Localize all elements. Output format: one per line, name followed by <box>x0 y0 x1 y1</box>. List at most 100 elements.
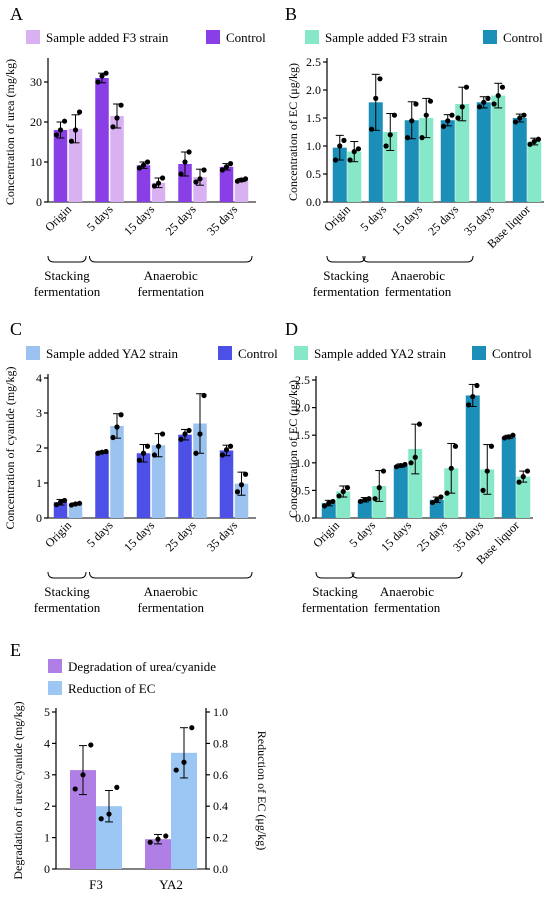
y-tick-label: 1.0 <box>295 456 310 470</box>
error-bar <box>180 727 188 779</box>
data-point <box>95 450 101 456</box>
data-point <box>72 501 79 507</box>
legend: Sample added F3 strain Control <box>305 30 543 45</box>
y-tick-label: 0.5 <box>306 167 321 181</box>
data-point <box>182 431 188 437</box>
data-point <box>80 772 86 778</box>
data-point <box>377 76 383 82</box>
group-label: fermentation <box>302 600 369 615</box>
y-tick-label: 1 <box>36 476 42 490</box>
data-point <box>402 461 408 468</box>
panel-label: C <box>10 319 22 339</box>
group-brace <box>351 571 463 579</box>
data-point <box>438 494 444 500</box>
x-tick-label: 5 days <box>357 202 389 234</box>
data-point <box>429 499 436 506</box>
data-point <box>340 488 346 495</box>
panel-label: D <box>285 319 298 339</box>
bar <box>501 436 516 518</box>
data-point <box>516 479 522 485</box>
data-point <box>227 161 234 167</box>
data-point <box>68 502 75 508</box>
group-label: fermentation <box>138 600 205 615</box>
y-axis-label: Concentration of EC (μg/kg) <box>286 63 300 201</box>
data-point <box>398 462 404 469</box>
data-point <box>61 118 68 124</box>
data-point <box>337 143 343 149</box>
x-tick-label: 25 days <box>163 202 199 238</box>
data-point <box>527 141 533 147</box>
legend-swatch <box>472 346 486 360</box>
group-brackets <box>326 255 474 263</box>
data-point <box>76 109 83 115</box>
data-point <box>223 447 230 453</box>
data-point <box>495 93 501 99</box>
data-point <box>376 485 382 491</box>
data-point <box>440 123 447 129</box>
bar <box>95 452 109 518</box>
group-brace <box>362 255 474 263</box>
bar <box>136 165 151 202</box>
y2-tick-label: 0.4 <box>213 799 228 813</box>
bar <box>527 141 542 202</box>
data-point <box>531 138 537 145</box>
group-label: fermentation <box>374 600 441 615</box>
data-point <box>234 489 241 495</box>
y2-tick-label: 0.2 <box>213 831 228 845</box>
y-tick-label: 2.0 <box>306 83 321 97</box>
data-point <box>470 393 476 400</box>
data-point <box>351 149 357 155</box>
data-point <box>147 839 153 845</box>
x-tick-label: 15 days <box>121 518 157 554</box>
data-point <box>186 427 192 434</box>
y-tick-label: 1.5 <box>295 428 310 442</box>
group-label: Anaerobic <box>144 268 198 283</box>
x-tick-label: 25 days <box>163 518 199 554</box>
data-point <box>88 742 94 748</box>
bar <box>219 166 234 202</box>
group-label: Stacking <box>323 268 369 283</box>
data-point <box>480 487 486 493</box>
data-point <box>408 460 414 466</box>
data-point <box>321 503 328 509</box>
data-point <box>419 135 425 141</box>
data-point <box>347 157 353 163</box>
data-point <box>336 493 342 499</box>
bar <box>404 120 419 202</box>
y-tick-label: 1.5 <box>306 111 321 125</box>
data-point <box>219 167 226 173</box>
y-axis <box>44 374 49 519</box>
y2-tick-label: 1.0 <box>213 705 228 719</box>
legend-swatch <box>48 681 62 695</box>
legend-entry: Sample added F3 strain <box>325 30 448 45</box>
x-tick-label: 5 days <box>84 202 116 234</box>
group-label: fermentation <box>313 284 380 299</box>
y-axis <box>44 58 49 203</box>
data-point <box>434 497 440 503</box>
bar <box>53 130 68 202</box>
legend-entry: Sample added F3 strain <box>46 30 169 45</box>
legend-swatch <box>26 346 40 360</box>
legend-entry: Control <box>503 30 543 45</box>
data-point <box>524 468 531 474</box>
panel-d: D Sample added YA2 strain Control 0.0 0.5 1.0… <box>285 319 533 615</box>
data-point <box>182 159 188 165</box>
data-point <box>409 118 415 124</box>
y-tick-label: 1.0 <box>306 139 321 153</box>
data-point <box>444 490 450 496</box>
group-brackets <box>47 255 253 263</box>
bar <box>440 120 455 202</box>
data-point <box>57 127 64 133</box>
data-point <box>520 474 526 480</box>
data-point <box>155 836 161 842</box>
data-point <box>412 454 418 460</box>
data-point <box>484 468 490 474</box>
data-point <box>155 180 162 186</box>
group-label: fermentation <box>34 284 101 299</box>
data-point <box>219 452 226 458</box>
error-bar <box>79 745 87 796</box>
legend-entry: Control <box>492 346 532 361</box>
group-label: fermentation <box>34 600 101 615</box>
data-point <box>118 102 124 108</box>
data-point <box>355 146 362 152</box>
